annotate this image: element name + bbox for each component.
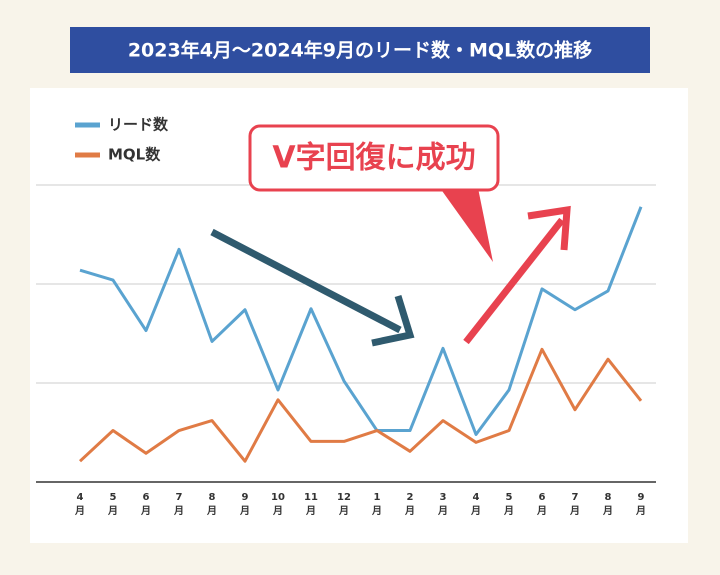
series-line — [79, 206, 643, 436]
x-tick-label: 11 月 — [304, 492, 318, 517]
down-arrow — [210, 228, 402, 334]
up-arrow-head — [527, 205, 571, 251]
callout-box — [248, 124, 500, 192]
title-bar — [70, 27, 650, 73]
legend-label: MQL数 — [108, 146, 161, 164]
x-tick-label: 12 月 — [337, 492, 351, 517]
legend-label: リード数 — [108, 116, 169, 134]
up-arrow — [463, 217, 565, 345]
annotation: V字回復に成功 — [272, 141, 475, 176]
down-arrow-head — [371, 294, 415, 347]
legend: リード数 MQL数 — [75, 116, 169, 164]
lines — [78, 206, 643, 463]
series-line — [78, 347, 643, 463]
callout-pointer — [440, 188, 493, 262]
x-tick-label: 10 月 — [271, 492, 285, 517]
chart-title: 2023年4月〜2024年9月のリード数・MQL数の推移 — [128, 39, 592, 62]
